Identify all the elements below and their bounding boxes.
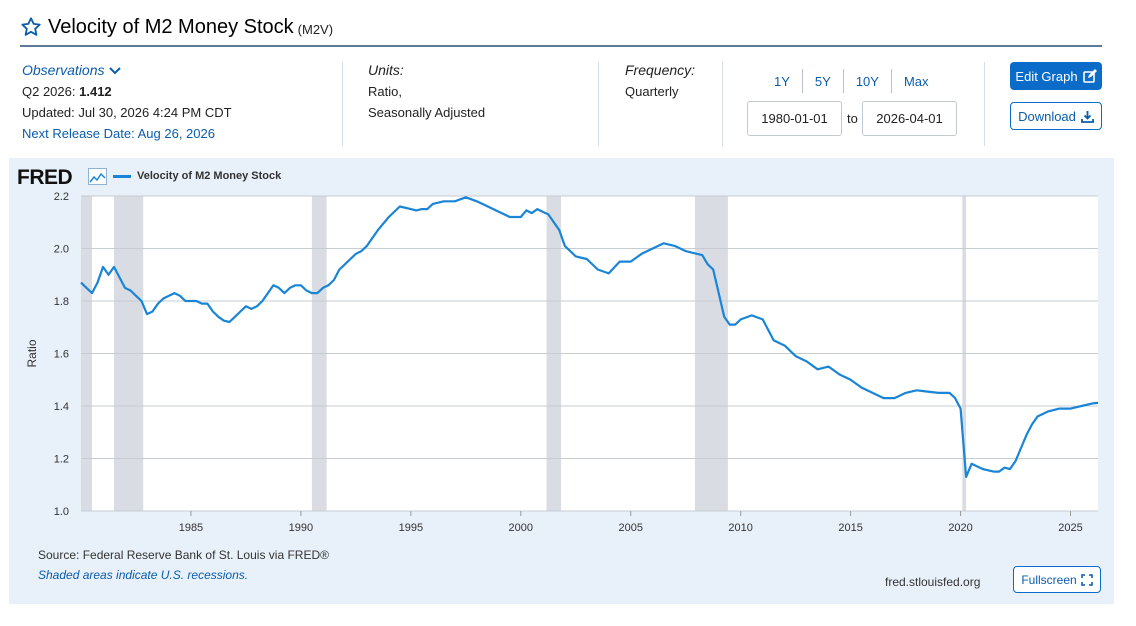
observations-panel: Observations Q2 2026: 1.412 Updated: Jul… — [22, 60, 232, 144]
divider — [722, 62, 723, 146]
start-date-input[interactable] — [747, 101, 842, 136]
page-title: Velocity of M2 Money Stock — [48, 15, 294, 38]
range-max-button[interactable]: Max — [903, 73, 929, 89]
range-separator — [890, 69, 892, 93]
observation-period: Q2 2026: — [22, 84, 76, 99]
series-line — [80, 196, 1099, 478]
divider — [342, 62, 343, 146]
observations-toggle[interactable]: Observations — [22, 60, 232, 81]
frequency-label: Frequency: — [625, 62, 696, 78]
divider — [984, 62, 985, 146]
fred-graph-icon — [88, 168, 107, 185]
edit-graph-button[interactable]: Edit Graph — [1010, 62, 1102, 90]
x-tick-label: 2015 — [838, 522, 862, 534]
y-tick-label: 1.4 — [54, 401, 69, 413]
range-separator — [801, 69, 803, 93]
series-id: (M2V) — [297, 21, 334, 37]
latest-observation: Q2 2026: 1.412 — [22, 81, 232, 102]
legend-label: Velocity of M2 Money Stock — [137, 170, 282, 182]
observation-value: 1.412 — [79, 84, 112, 99]
y-tick-label: 1.6 — [54, 349, 69, 361]
recession-note[interactable]: Shaded areas indicate U.S. recessions. — [38, 568, 249, 582]
x-tick-label: 2005 — [618, 522, 642, 534]
x-tick-label: 2010 — [728, 522, 752, 534]
y-tick-label: 2.0 — [54, 244, 69, 256]
next-release-link[interactable]: Next Release Date: Aug 26, 2026 — [22, 126, 215, 141]
chart-legend: Velocity of M2 Money Stock — [113, 170, 281, 182]
download-label: Download — [1018, 108, 1076, 124]
units-line2: Seasonally Adjusted — [368, 105, 486, 120]
fred-logo: FRED — [17, 166, 73, 189]
y-tick-label: 1.8 — [54, 296, 69, 308]
fullscreen-button[interactable]: Fullscreen — [1013, 566, 1101, 593]
updated-date: Updated: Jul 30, 2026 4:24 PM CDT — [22, 105, 232, 120]
units-panel: Units: Ratio, Seasonally Adjusted — [368, 60, 485, 123]
units-label: Units: — [368, 62, 404, 78]
range-10y-button[interactable]: 10Y — [855, 73, 879, 89]
y-tick-label: 2.2 — [54, 191, 69, 203]
x-tick-label: 2025 — [1058, 522, 1082, 534]
divider — [598, 62, 599, 146]
title-row: Velocity of M2 Money Stock (M2V) — [20, 12, 333, 42]
x-tick-label: 1990 — [289, 522, 313, 534]
legend-swatch — [113, 174, 131, 178]
units-line1: Ratio, — [368, 84, 402, 99]
fullscreen-label: Fullscreen — [1021, 572, 1077, 587]
y-axis-title: Ratio — [25, 339, 39, 367]
range-selector: 1Y 5Y 10Y Max — [762, 68, 941, 94]
chevron-down-icon — [109, 66, 122, 74]
x-tick-label: 1995 — [399, 522, 423, 534]
star-icon[interactable] — [20, 16, 42, 38]
x-tick-label: 2020 — [948, 522, 972, 534]
title-divider — [20, 45, 1102, 47]
edit-graph-label: Edit Graph — [1015, 68, 1078, 84]
edit-icon — [1082, 69, 1097, 83]
frequency-panel: Frequency: Quarterly — [625, 60, 695, 102]
observations-label: Observations — [22, 62, 105, 78]
range-1y-button[interactable]: 1Y — [774, 73, 790, 89]
end-date-input[interactable] — [862, 101, 957, 136]
x-tick-label: 2000 — [509, 522, 533, 534]
download-icon — [1081, 110, 1094, 123]
x-tick-label: 1985 — [179, 522, 203, 534]
fullscreen-icon — [1080, 573, 1093, 586]
download-button[interactable]: Download — [1010, 102, 1102, 130]
y-tick-label: 1.0 — [54, 506, 69, 518]
fred-url: fred.stlouisfed.org — [885, 575, 981, 589]
frequency-value: Quarterly — [625, 84, 679, 99]
source-note: Source: Federal Reserve Bank of St. Loui… — [38, 548, 329, 562]
range-separator — [842, 69, 844, 93]
y-tick-label: 1.2 — [54, 454, 69, 466]
range-5y-button[interactable]: 5Y — [814, 73, 831, 89]
date-to-label: to — [847, 111, 858, 126]
